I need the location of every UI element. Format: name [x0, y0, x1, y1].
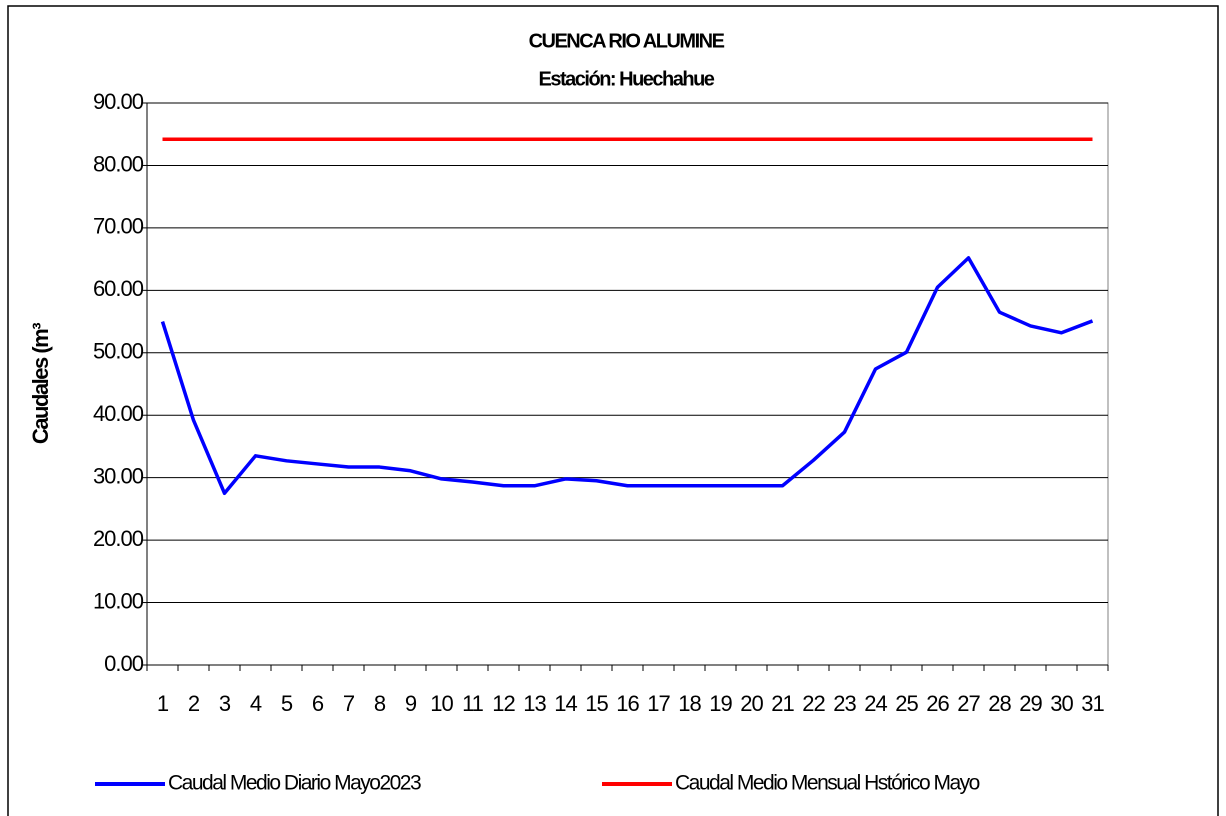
y-tick-label: 20.00	[93, 526, 144, 551]
x-tick-label: 11	[462, 691, 484, 716]
y-tick-label: 10.00	[93, 588, 144, 613]
x-tick-label: 23	[833, 691, 856, 716]
plot-area	[146, 102, 1109, 666]
y-tick-label: 40.00	[93, 401, 144, 426]
x-tick-label: 12	[492, 691, 515, 716]
x-tick-label: 25	[895, 691, 918, 716]
x-tick-label: 28	[988, 691, 1011, 716]
legend-label: Caudal Medio Diario Mayo2023	[168, 772, 421, 795]
x-tick-label: 26	[926, 691, 949, 716]
x-tick-label: 6	[312, 691, 324, 716]
x-tick-label: 30	[1050, 691, 1073, 716]
x-tick-label: 5	[281, 691, 293, 716]
x-tick-label: 2	[188, 691, 200, 716]
y-tick-label: 30.00	[93, 463, 144, 488]
x-tick-label: 19	[709, 691, 732, 716]
x-tick-label: 15	[585, 691, 608, 716]
x-tick-label: 10	[430, 691, 453, 716]
x-tick-label: 3	[219, 691, 231, 716]
chart-subtitle: Estación: Huechahue	[539, 68, 715, 90]
y-tick-label: 60.00	[93, 276, 144, 301]
x-tick-label: 13	[523, 691, 546, 716]
line-series	[160, 256, 1094, 496]
chart-title: CUENCA RIO ALUMINE	[529, 30, 725, 52]
y-tick-label: 0.00	[104, 651, 144, 676]
x-tick-label: 8	[374, 691, 386, 716]
y-tick-label: 90.00	[93, 89, 144, 114]
x-tick-label: 1	[157, 691, 169, 716]
x-tick-label: 22	[802, 691, 825, 716]
x-tick-label: 20	[740, 691, 763, 716]
x-tick-label: 7	[343, 691, 355, 716]
x-tick-label: 31	[1081, 691, 1104, 716]
legend-label: Caudal Medio Mensual Hstórico Mayo	[675, 772, 980, 795]
x-tick-label: 9	[405, 691, 417, 716]
x-tick-label: 4	[250, 691, 262, 716]
y-axis-title: Caudales (m³	[28, 323, 53, 444]
x-tick-label: 18	[678, 691, 701, 716]
y-tick-label: 80.00	[93, 151, 144, 176]
y-tick-label: 70.00	[93, 214, 144, 239]
x-tick-label: 29	[1019, 691, 1042, 716]
x-tick-label: 17	[647, 691, 670, 716]
x-tick-label: 14	[554, 691, 577, 716]
y-tick-label: 50.00	[93, 339, 144, 364]
x-tick-label: 16	[616, 691, 639, 716]
x-tick-label: 21	[771, 691, 794, 716]
x-tick-label: 24	[864, 691, 887, 716]
x-tick-label: 27	[957, 691, 980, 716]
